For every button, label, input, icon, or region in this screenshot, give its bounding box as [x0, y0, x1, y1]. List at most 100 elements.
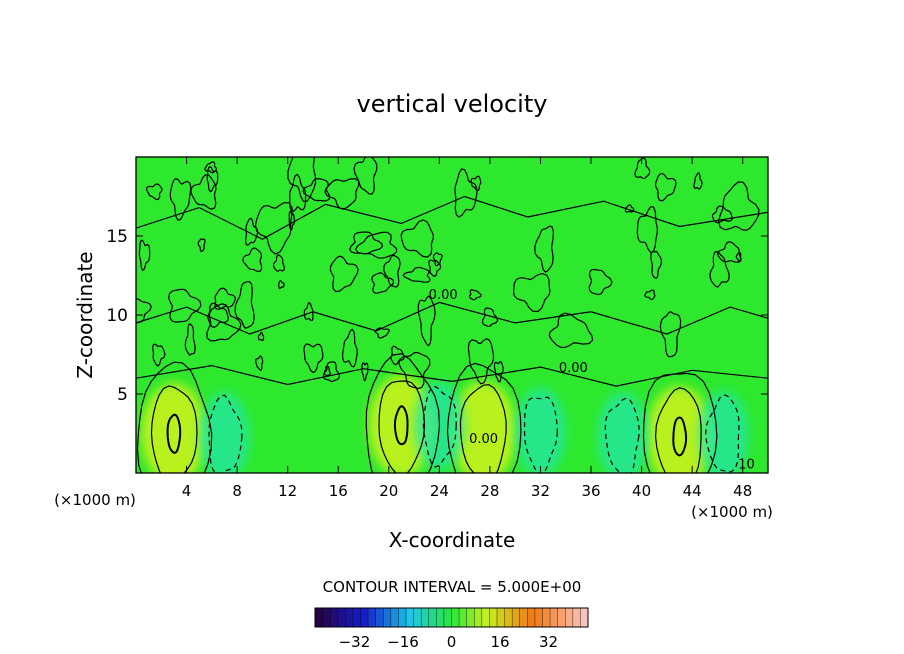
downdraft-region	[515, 387, 566, 473]
contour-line-small	[169, 177, 192, 221]
contour-line-small	[244, 217, 259, 246]
contour-line-small	[644, 289, 656, 301]
colorbar-swatch	[360, 608, 369, 627]
downdraft-region	[199, 392, 250, 473]
contour-line-small	[493, 360, 504, 383]
colorbar-swatch	[368, 608, 376, 627]
contour-line-small	[354, 231, 398, 259]
y-unit-label: (×1000 m)	[54, 491, 136, 509]
contour-line-small	[204, 161, 218, 174]
x-tick-label: 32	[531, 482, 550, 500]
colorbar-swatch	[489, 608, 498, 627]
contour-line-5	[459, 384, 507, 473]
contour-line-small	[257, 331, 265, 342]
colorbar: −32 −16 0 16 32	[314, 607, 589, 651]
contour-line-small	[168, 288, 202, 323]
contour-line-small	[588, 268, 613, 296]
contour-line-small	[272, 254, 286, 272]
contour-line-small	[548, 312, 594, 349]
contour-line-small	[717, 181, 760, 232]
colorbar-frame	[314, 607, 589, 628]
contour-line-small	[288, 210, 295, 231]
contour-line-small	[709, 250, 730, 288]
contour-line-small	[323, 365, 331, 377]
colorbar-swatch	[443, 608, 452, 627]
colorbar-tick-label: 32	[539, 633, 558, 651]
colorbar-swatch	[474, 608, 483, 627]
colorbar-tick-label: −16	[387, 633, 419, 651]
contour-label: 0.00	[469, 432, 498, 447]
x-tick-label: 36	[581, 482, 600, 500]
contour-line-small	[342, 328, 358, 368]
contour-line-0	[642, 372, 718, 473]
colorbar-swatch	[451, 608, 460, 627]
colorbar-swatch	[550, 608, 558, 627]
x-tick-label: 8	[232, 482, 242, 500]
contour-line-small	[349, 231, 383, 255]
colorbar-swatch	[557, 608, 566, 627]
colorbar-tick-label: 0	[447, 633, 457, 651]
colorbar-swatch	[337, 608, 346, 627]
contour-line-envelope	[136, 301, 768, 335]
x-tick-label: 12	[278, 482, 297, 500]
contour-line-small	[468, 289, 482, 301]
contour-line-5	[378, 380, 426, 473]
colorbar-swatch	[352, 608, 361, 627]
colorbar-swatches	[314, 608, 589, 627]
x-tick-label: 40	[632, 482, 651, 500]
contour-line-0	[365, 353, 441, 473]
contour-line-envelope	[136, 195, 768, 240]
x-tick-label: 20	[379, 482, 398, 500]
x-tick-label: 48	[733, 482, 752, 500]
colorbar-swatch	[580, 608, 589, 627]
contour-line-small	[650, 250, 662, 279]
colorbar-swatch	[398, 608, 407, 627]
x-unit-label: (×1000 m)	[691, 503, 773, 521]
updraft-region	[141, 382, 207, 473]
contour-line-small	[302, 177, 331, 202]
contour-line-small	[417, 295, 436, 347]
colorbar-swatch	[572, 608, 581, 627]
contour-line-small	[152, 343, 166, 367]
contour-line-small	[383, 254, 401, 288]
contour-line-10	[393, 405, 409, 446]
contour-line-small	[303, 302, 314, 322]
contour-line-small	[693, 172, 703, 190]
y-tick-label: 10	[106, 306, 128, 326]
updraft-region	[450, 381, 517, 473]
colorbar-swatch	[542, 608, 551, 627]
contour-line-small	[277, 280, 285, 290]
colorbar-swatch	[481, 608, 490, 627]
contour-line-small	[138, 239, 151, 272]
colorbar-swatch	[330, 608, 339, 627]
contour-line-small	[636, 206, 659, 254]
downdraft-region	[597, 392, 648, 473]
x-tick-label: 28	[480, 482, 499, 500]
colorbar-swatch	[322, 608, 331, 627]
contour-line-small	[711, 205, 733, 224]
y-tick-label: 5	[117, 385, 128, 405]
contour-line-small	[361, 362, 369, 382]
contour-line-small	[184, 323, 196, 356]
colorbar-ticks: −32 −16 0 16 32	[339, 633, 559, 651]
x-axis-label: X-coordinate	[389, 528, 516, 552]
x-tick-label: 16	[329, 482, 348, 500]
contour-line-small	[428, 259, 442, 277]
contour-interval-text: CONTOUR INTERVAL = 5.000E+00	[323, 578, 582, 596]
contour-line-small	[398, 351, 431, 390]
contour-line-small	[534, 225, 555, 273]
contour-line-10	[166, 413, 182, 454]
y-axis-label: Z-coordinate	[73, 251, 97, 378]
contour-line-small	[324, 177, 360, 210]
contour-line-small	[287, 157, 317, 203]
contour-line-small	[454, 168, 478, 218]
contour-line-5	[654, 387, 702, 473]
colorbar-swatch	[436, 608, 445, 627]
contour-line-small	[402, 266, 431, 283]
contour-line-small	[234, 281, 255, 329]
colorbar-tick-label: 16	[490, 633, 509, 651]
colorbar-swatch	[512, 608, 521, 627]
contour-line-small	[512, 272, 551, 313]
contour-label: 0.00	[559, 361, 588, 376]
contour-label: 10	[738, 457, 755, 472]
